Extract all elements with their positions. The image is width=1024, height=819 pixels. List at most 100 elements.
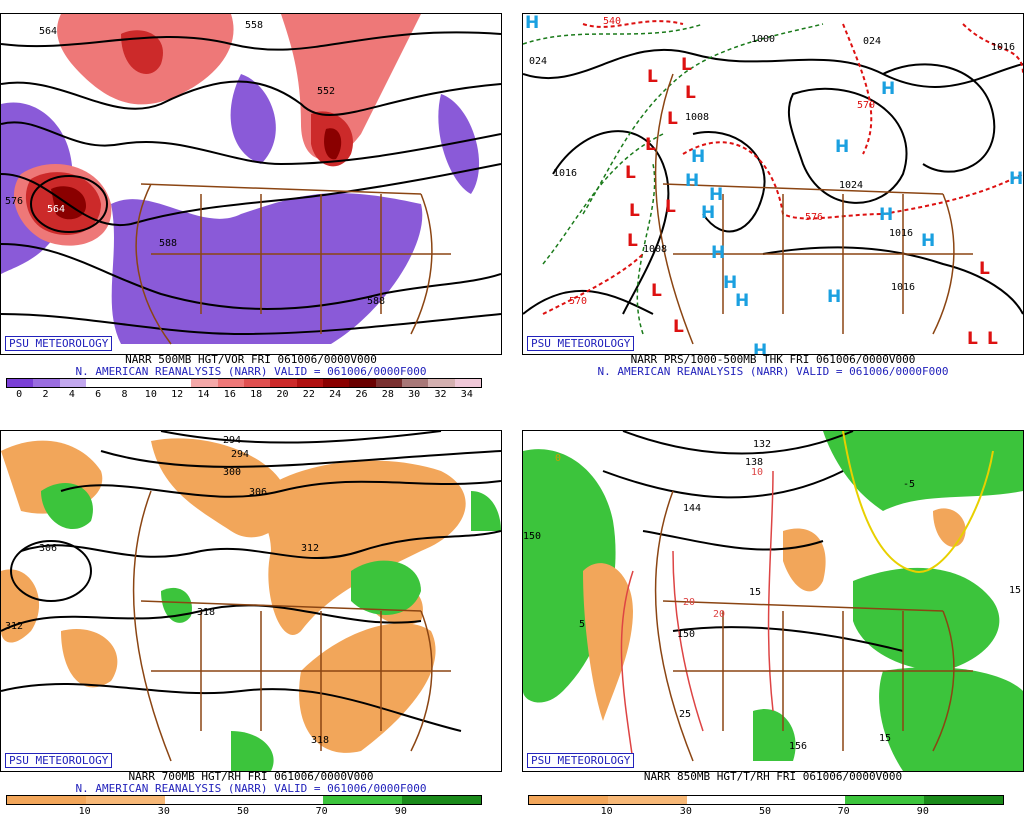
svg-text:H: H xyxy=(711,243,725,263)
subtitle-500mb: N. AMERICAN REANALYSIS (NARR) VALID = 06… xyxy=(75,365,427,378)
svg-text:H: H xyxy=(1009,169,1023,189)
svg-text:H: H xyxy=(879,205,893,225)
svg-text:H: H xyxy=(701,203,715,223)
svg-text:132: 132 xyxy=(753,439,771,450)
map-700mb-svg: 294 294 300 306 306 312 318 312 318 xyxy=(1,431,501,771)
svg-text:-5: -5 xyxy=(903,479,915,490)
svg-text:5: 5 xyxy=(579,619,585,630)
svg-text:L: L xyxy=(627,231,638,251)
svg-text:312: 312 xyxy=(301,543,319,554)
colorbar-tick-label: 4 xyxy=(68,389,75,400)
map-700mb: 294 294 300 306 306 312 318 312 318 PSU … xyxy=(0,430,502,772)
colorbar-cell xyxy=(112,379,139,387)
colorbar-tick-label: 28 xyxy=(381,389,394,400)
map-850mb-svg: 132 138 144 150 156 150 15 -5 0 5 20 20 … xyxy=(523,431,1023,771)
svg-text:1000: 1000 xyxy=(751,34,775,45)
svg-text:H: H xyxy=(881,79,895,99)
svg-text:L: L xyxy=(647,67,658,87)
psu-logo: PSU METEOROLOGY xyxy=(5,336,113,351)
svg-text:306: 306 xyxy=(249,487,267,498)
svg-text:144: 144 xyxy=(683,503,701,514)
svg-text:L: L xyxy=(987,329,998,349)
svg-text:H: H xyxy=(685,171,699,191)
svg-text:15: 15 xyxy=(1009,585,1021,596)
panel-mslp: H H H H H H H H H H H H H H H L L L L xyxy=(522,13,1024,403)
colorbar-tick-label: 22 xyxy=(302,389,315,400)
colorbar-cell xyxy=(217,379,244,387)
svg-text:L: L xyxy=(651,281,662,301)
svg-text:564: 564 xyxy=(39,26,57,37)
svg-text:1008: 1008 xyxy=(685,112,709,123)
colorbar-cell xyxy=(401,379,429,387)
svg-text:570: 570 xyxy=(857,100,875,111)
psu-logo: PSU METEOROLOGY xyxy=(527,753,635,768)
colorbar-tick-label: 14 xyxy=(197,389,210,400)
psu-logo: PSU METEOROLOGY xyxy=(5,753,113,768)
svg-text:H: H xyxy=(723,273,737,293)
colorbar-tick-label: 32 xyxy=(434,389,447,400)
svg-text:L: L xyxy=(685,83,696,103)
colorbar-tick-label: 20 xyxy=(276,389,289,400)
svg-text:150: 150 xyxy=(523,531,541,542)
colorbar-500mb xyxy=(6,378,482,388)
svg-text:540: 540 xyxy=(603,16,621,27)
svg-text:1024: 1024 xyxy=(839,180,863,191)
lows: L L L L L L L L L L L L L L xyxy=(625,55,998,349)
svg-text:1016: 1016 xyxy=(553,168,577,179)
map-500mb-svg: 564 558 564 552 576 588 588 xyxy=(1,14,501,345)
svg-text:138: 138 xyxy=(745,457,763,468)
map-mslp: H H H H H H H H H H H H H H H L L L L xyxy=(522,13,1024,355)
psu-logo: PSU METEOROLOGY xyxy=(527,336,635,351)
colorbar-cell xyxy=(138,379,165,387)
svg-text:1016: 1016 xyxy=(891,282,915,293)
svg-text:564: 564 xyxy=(47,204,65,215)
svg-text:20: 20 xyxy=(683,597,695,608)
colorbar-cell xyxy=(454,379,481,387)
panel-850mb: 132 138 144 150 156 150 15 -5 0 5 20 20 … xyxy=(522,430,1024,819)
title-850mb: NARR 850MB HGT/T/RH FRI 061006/0000V000 xyxy=(643,770,903,783)
colorbar-850mb xyxy=(528,795,1004,805)
svg-text:L: L xyxy=(967,329,978,349)
title-mslp: NARR PRS/1000-500MB THK FRI 061006/0000V… xyxy=(630,353,916,366)
svg-text:H: H xyxy=(691,147,705,167)
colorbar-tick-label: 18 xyxy=(250,389,263,400)
svg-text:H: H xyxy=(709,185,723,205)
svg-text:1016: 1016 xyxy=(889,228,913,239)
svg-text:L: L xyxy=(673,317,684,337)
svg-text:H: H xyxy=(835,137,849,157)
svg-text:H: H xyxy=(921,231,935,251)
colorbar-tick-label: 2 xyxy=(42,389,49,400)
svg-text:576: 576 xyxy=(805,212,823,223)
svg-text:570: 570 xyxy=(569,296,587,307)
svg-text:0: 0 xyxy=(555,453,561,464)
svg-text:558: 558 xyxy=(245,20,263,31)
colorbar-cell xyxy=(59,379,86,387)
svg-text:L: L xyxy=(979,259,990,279)
colorbar-cell xyxy=(296,379,323,387)
svg-text:156: 156 xyxy=(789,741,807,752)
svg-text:318: 318 xyxy=(197,607,215,618)
svg-text:25: 25 xyxy=(679,709,691,720)
title-700mb: NARR 700MB HGT/RH FRI 061006/0000V000 xyxy=(128,770,374,783)
colorbar-tick-label: 34 xyxy=(460,389,473,400)
svg-text:024: 024 xyxy=(863,36,881,47)
svg-text:1016: 1016 xyxy=(991,42,1015,53)
svg-text:312: 312 xyxy=(5,621,23,632)
svg-text:H: H xyxy=(753,341,767,354)
panel-700mb: 294 294 300 306 306 312 318 312 318 PSU … xyxy=(0,430,502,819)
colorbar-cell xyxy=(33,379,60,387)
svg-text:L: L xyxy=(665,197,676,217)
svg-text:L: L xyxy=(681,55,692,75)
colorbar-tick-label: 16 xyxy=(223,389,236,400)
highs-lows: H H H H H H H H H H H H H H H xyxy=(525,14,1023,354)
colorbar-tick-label: 12 xyxy=(171,389,184,400)
colorbar-cell xyxy=(164,379,192,387)
svg-text:318: 318 xyxy=(311,735,329,746)
svg-text:L: L xyxy=(667,109,678,129)
colorbar-cell xyxy=(428,379,455,387)
contour-labels-500mb: 564 558 564 552 576 588 588 xyxy=(5,20,385,307)
svg-text:300: 300 xyxy=(223,467,241,478)
svg-text:20: 20 xyxy=(713,609,725,620)
svg-text:588: 588 xyxy=(159,238,177,249)
svg-text:15: 15 xyxy=(749,587,761,598)
